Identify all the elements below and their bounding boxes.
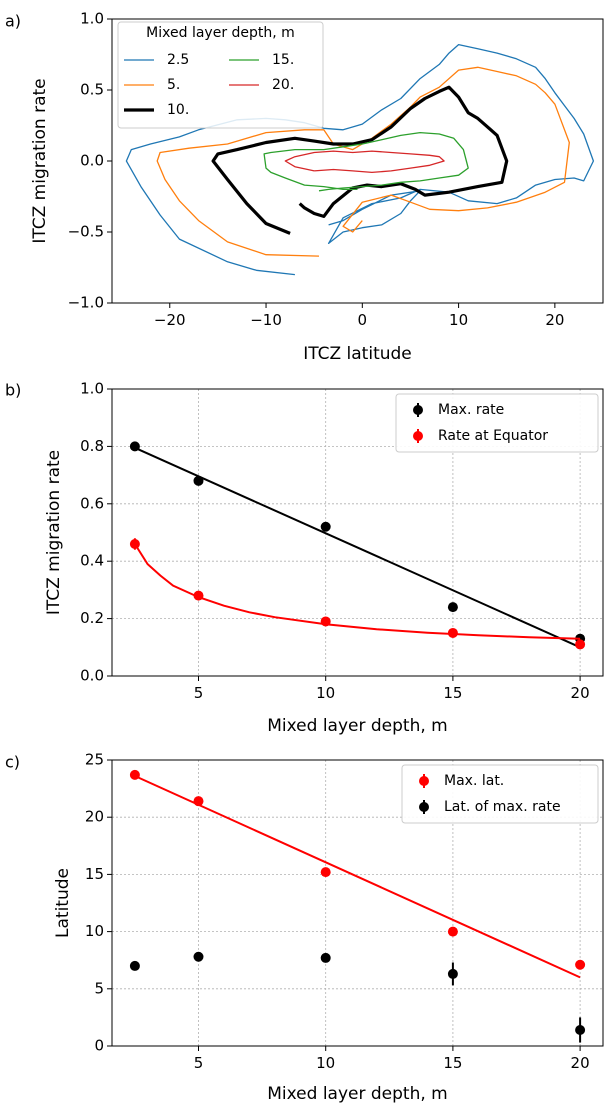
panel-label: b) <box>5 381 21 400</box>
panel-label: c) <box>5 753 20 772</box>
series-lat-of-max-rate-point <box>193 951 204 962</box>
panel-b: b) 5 10 15 20 0.0 0.2 0.4 0.6 0.8 1.0 Mixed layer d… <box>5 380 604 736</box>
series-max-lat-fit-line <box>134 775 581 979</box>
legend-label: Lat. of max. rate <box>444 799 561 815</box>
x-tick-label: 20 <box>545 311 564 329</box>
legend-label: Rate at Equator <box>438 428 548 444</box>
legend-box <box>395 393 599 453</box>
series-max-rate-point <box>129 441 140 452</box>
y-tick-label: 15 <box>85 865 104 883</box>
y-tick-label: 0.5 <box>80 81 104 99</box>
series-lat-of-max-rate-point <box>320 952 331 963</box>
x-axis-label: Mixed layer depth, m <box>267 716 447 736</box>
series-max-rate-point <box>193 475 204 486</box>
series-rate-at-equator-point <box>447 627 458 638</box>
series-5-line <box>156 66 570 257</box>
y-tick-label: 0.8 <box>80 437 104 455</box>
x-tick-label: 5 <box>194 684 204 702</box>
y-axis-label: ITCZ migration rate <box>30 78 50 243</box>
series-lat-of-max-rate-point <box>575 1024 586 1035</box>
x-tick-label: −20 <box>154 311 186 329</box>
y-axis-label: Latitude <box>53 868 73 938</box>
y-tick-label: 0.6 <box>80 494 104 512</box>
x-tick-label: −10 <box>250 311 282 329</box>
panel-label: a) <box>5 12 21 31</box>
plot-frame <box>111 759 604 1047</box>
y-tick-label: 5 <box>94 979 104 997</box>
x-tick-label: 5 <box>194 1054 204 1072</box>
series-max-lat-point <box>447 926 458 937</box>
series-rate-at-equator-point <box>320 616 331 627</box>
series-lat-of-max-rate-point <box>447 968 458 979</box>
legend-label: 15. <box>272 52 294 68</box>
series-rate-at-equator-fit-line <box>134 543 581 640</box>
x-tick-label: 0 <box>358 311 368 329</box>
series-max-lat-point <box>193 796 204 807</box>
series-2-5-line <box>125 43 595 276</box>
series-rate-at-equator-point <box>129 538 140 549</box>
series-max-rate-point <box>447 602 458 613</box>
y-tick-label: −0.5 <box>68 223 104 241</box>
y-tick-label: 0.0 <box>80 667 104 685</box>
y-tick-label: 20 <box>85 808 104 826</box>
series-rate-at-equator-point <box>575 639 586 650</box>
plot-area <box>125 43 595 276</box>
legend-label: 20. <box>272 77 294 93</box>
y-tick-label: 1.0 <box>80 10 104 28</box>
legend-box <box>117 21 324 129</box>
panel-c: c) 5 10 15 20 0 5 10 15 20 25 Mixed layer depth, m L… <box>5 751 604 1104</box>
y-tick-label: 1.0 <box>80 380 104 398</box>
series-20-line <box>284 150 445 174</box>
x-tick-label: 15 <box>443 684 462 702</box>
series-max-lat-point <box>129 769 140 780</box>
legend-marker <box>413 405 423 415</box>
x-tick-label: 10 <box>316 1054 335 1072</box>
legend-label: 2.5 <box>167 52 189 68</box>
y-tick-label: 0 <box>94 1037 104 1055</box>
plot-frame <box>111 388 604 677</box>
x-tick-label: 15 <box>443 1054 462 1072</box>
series-lat-of-max-rate-point <box>129 960 140 971</box>
plot-frame <box>111 18 604 304</box>
x-tick-label: 10 <box>449 311 468 329</box>
y-tick-label: 0.2 <box>80 609 104 627</box>
series-rate-at-equator-point <box>193 590 204 601</box>
series-max-lat-point <box>320 867 331 878</box>
x-axis-label: Mixed layer depth, m <box>267 1084 447 1104</box>
y-axis-label: ITCZ migration rate <box>44 450 64 615</box>
y-tick-label: 0.4 <box>80 552 104 570</box>
x-axis-label: ITCZ latitude <box>303 344 412 364</box>
panel-a: a) −20 −10 0 10 20 −1.0 −0.5 0.0 0.5 1.0 ITCZ latit… <box>5 10 604 364</box>
plot-area <box>129 441 586 650</box>
x-tick-label: 20 <box>571 684 590 702</box>
plot-area <box>129 769 586 1043</box>
y-tick-label: 0.0 <box>80 152 104 170</box>
legend-label: Max. rate <box>438 402 504 418</box>
legend-label: 10. <box>167 102 189 118</box>
legend-marker <box>419 802 429 812</box>
y-tick-label: −1.0 <box>68 294 104 312</box>
legend-marker <box>419 776 429 786</box>
series-10-line <box>211 85 509 235</box>
legend-label: 5. <box>167 77 180 93</box>
legend-marker <box>413 431 423 441</box>
x-tick-label: 20 <box>571 1054 590 1072</box>
legend-title: Mixed layer depth, m <box>146 25 295 41</box>
legend-box <box>401 764 599 824</box>
series-max-lat-point <box>575 959 586 970</box>
series-15-line <box>263 131 469 192</box>
series-max-rate-fit-line <box>134 446 581 649</box>
y-tick-label: 25 <box>85 751 104 769</box>
legend-label: Max. lat. <box>444 773 504 789</box>
series-max-rate-point <box>320 521 331 532</box>
x-tick-label: 10 <box>316 684 335 702</box>
y-tick-label: 10 <box>85 922 104 940</box>
